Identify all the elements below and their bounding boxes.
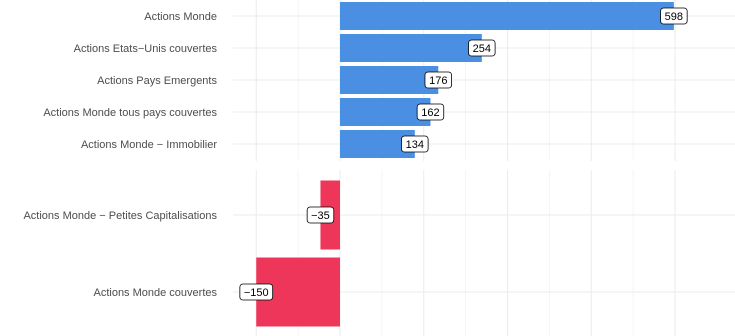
value-label-box: [401, 135, 429, 153]
value-label-box: [416, 103, 445, 121]
category-label: Actions Monde − Immobilier: [81, 139, 217, 151]
value-label: 254: [468, 39, 496, 57]
value-label-text: 254: [473, 43, 491, 55]
category-label: Actions Monde − Petites Capitalisations: [23, 210, 217, 222]
value-label-box: [424, 71, 452, 89]
value-label: −150: [239, 283, 274, 301]
category-label: Actions Etats−Unis couvertes: [74, 43, 218, 55]
category-label: Actions Pays Emergents: [97, 75, 217, 87]
bar: [340, 34, 482, 62]
category-label: Actions Monde: [144, 11, 217, 23]
bar: [340, 2, 674, 30]
value-label-text: 162: [421, 107, 439, 119]
value-label: 162: [416, 103, 445, 121]
value-label-text: −35: [311, 210, 330, 222]
value-label-box: [468, 39, 496, 57]
value-label: 176: [424, 71, 452, 89]
bar: [340, 98, 431, 126]
category-label: Actions Monde couvertes: [93, 287, 217, 299]
bottom-panel: Actions Monde − Petites Capitalisations −…: [23, 170, 735, 336]
value-label-box: [306, 206, 335, 224]
value-label-text: 176: [429, 75, 447, 87]
value-label-text: −150: [244, 287, 269, 299]
category-label: Actions Monde tous pays couvertes: [43, 107, 217, 119]
value-label: −35: [306, 206, 335, 224]
value-label: 598: [660, 7, 688, 25]
value-label: 134: [401, 135, 429, 153]
bar: [340, 66, 439, 94]
value-label-text: 134: [406, 139, 424, 151]
value-label-box: [660, 7, 688, 25]
value-label-text: 598: [665, 11, 683, 23]
value-label-box: [239, 283, 274, 301]
top-panel: Actions Monde 598 Actions Etats−Unis couve…: [43, 0, 735, 161]
